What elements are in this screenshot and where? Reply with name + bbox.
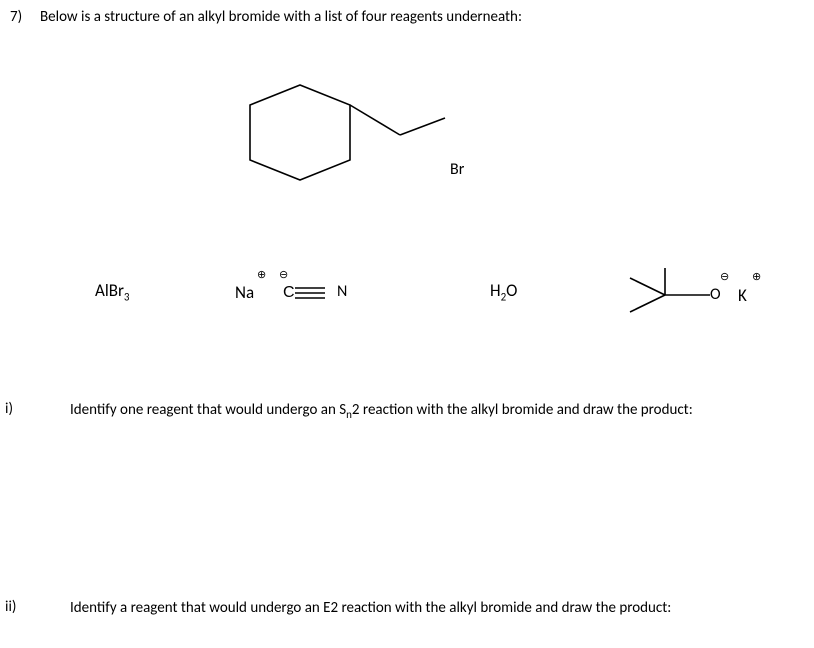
part-i-text: Identify one reagent that would undergo … xyxy=(70,400,790,423)
alkyl-bromide-structure: Br xyxy=(200,60,500,210)
o-minus-icon: ⊖ xyxy=(720,270,729,283)
reagent-albr3: AlBr3 xyxy=(95,280,130,303)
reagent-tbuok: O ⊖ K ⊕ xyxy=(600,260,800,330)
k-plus-icon: ⊕ xyxy=(752,270,761,283)
part-ii-text: Identify a reagent that would undergo an… xyxy=(70,598,790,620)
na-text: Na xyxy=(235,282,254,303)
h2o-text: H2O xyxy=(490,280,517,301)
na-plus-icon: ⊕ xyxy=(257,268,266,281)
albr3-text: AlBr3 xyxy=(95,280,130,301)
reagent-h2o: H2O xyxy=(490,280,517,303)
o-label: O xyxy=(710,285,721,304)
page: 7) Below is a structure of an alkyl brom… xyxy=(0,0,814,648)
cn-triple-bond-svg: C xyxy=(283,282,338,302)
part-ii-label: ii) xyxy=(5,598,16,616)
reagent-row: AlBr3 Na ⊕ ⊖ C N H2O xyxy=(0,260,814,330)
br-label: Br xyxy=(450,160,464,179)
cyclohexyl-bromide-svg xyxy=(200,60,500,210)
question-stem: Below is a structure of an alkyl bromide… xyxy=(40,8,522,26)
k-label: K xyxy=(738,285,747,306)
cn-minus-icon: ⊖ xyxy=(279,268,288,281)
reagent-nacn: Na ⊕ ⊖ C N xyxy=(235,272,375,312)
svg-text:C: C xyxy=(283,284,295,301)
n-label: N xyxy=(337,282,347,301)
part-i-label: i) xyxy=(5,400,13,418)
question-number: 7) xyxy=(10,8,22,26)
